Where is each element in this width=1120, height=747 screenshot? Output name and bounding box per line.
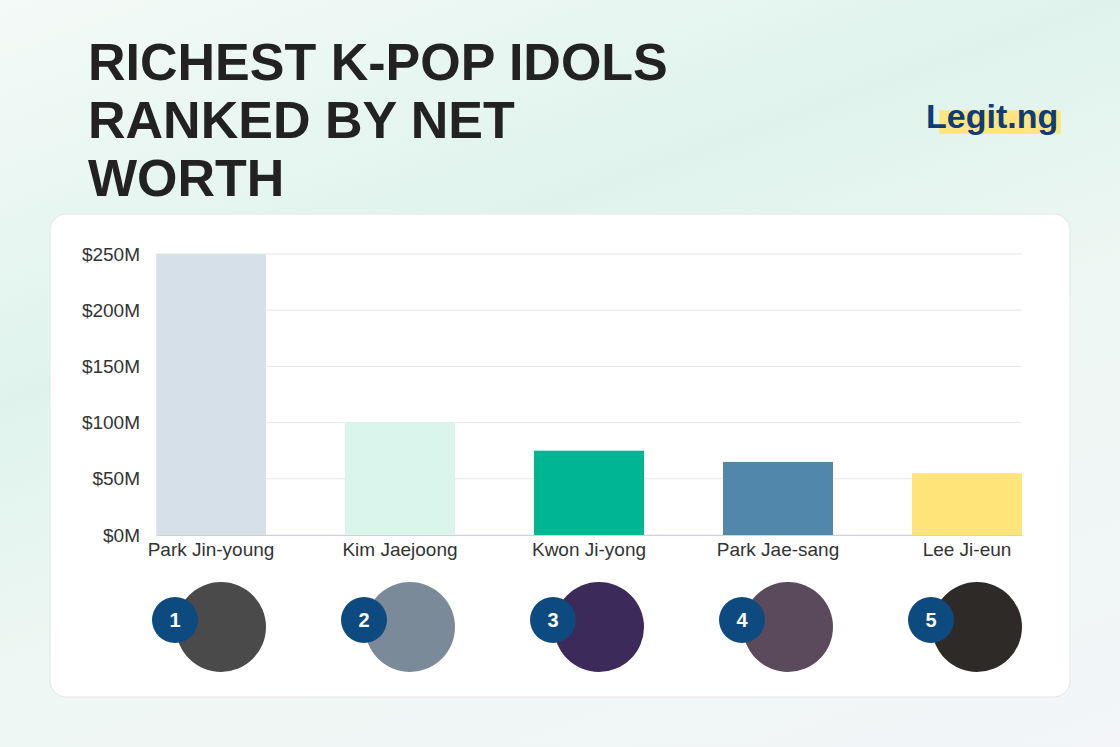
x-tick-label: Kwon Ji-yong bbox=[532, 539, 646, 560]
y-tick: $150M bbox=[82, 356, 156, 377]
y-tick: $50M bbox=[92, 468, 156, 489]
rank-badge bbox=[908, 597, 954, 643]
x-tick: Kim Jaejoong bbox=[342, 535, 457, 560]
logo-text: Legit.ng bbox=[926, 97, 1058, 135]
y-tick: $100M bbox=[82, 412, 156, 433]
x-tick: Park Jae-sang bbox=[717, 535, 840, 560]
rank-badge bbox=[341, 597, 387, 643]
bar bbox=[156, 254, 266, 535]
y-tick-label: $250M bbox=[82, 244, 140, 265]
grid bbox=[156, 254, 1022, 535]
rank-badge bbox=[530, 597, 576, 643]
x-axis: Park Jin-young Kim Jaejoong Kwon Ji-yong Pa… bbox=[148, 535, 1023, 560]
grid-line bbox=[156, 422, 1022, 423]
rank-label: 4 bbox=[736, 609, 748, 631]
ranks: 1 2 3 4 5 bbox=[152, 582, 1022, 672]
y-axis-line bbox=[156, 255, 157, 536]
rank-badge bbox=[152, 597, 198, 643]
x-tick-label: Park Jae-sang bbox=[717, 539, 840, 560]
x-axis-line bbox=[157, 535, 1023, 536]
y-tick-label: $50M bbox=[92, 468, 140, 489]
x-tick-label: Park Jin-young bbox=[148, 539, 275, 560]
y-tick-label: $200M bbox=[82, 300, 140, 321]
chart: RICHEST K-POP IDOLSRANKED BY NETWORTH Leg… bbox=[0, 0, 1120, 747]
rank-label: 3 bbox=[547, 609, 558, 631]
bar bbox=[912, 473, 1022, 535]
bars bbox=[156, 254, 1022, 535]
rank-label: 2 bbox=[358, 609, 369, 631]
bar bbox=[345, 423, 455, 535]
y-axis: $0M $50M $100M $150M $200M $250M bbox=[82, 244, 157, 546]
logo: Legit.ng bbox=[926, 97, 1061, 135]
rank-label: 1 bbox=[169, 609, 180, 631]
y-tick-label: $0M bbox=[103, 525, 140, 546]
title: RICHEST K-POP IDOLSRANKED BY NETWORTH bbox=[88, 33, 668, 207]
grid-line bbox=[156, 366, 1022, 367]
rank-label: 5 bbox=[925, 609, 936, 631]
bar bbox=[534, 451, 644, 535]
x-tick: Kwon Ji-yong bbox=[532, 535, 646, 560]
x-tick-label: Lee Ji-eun bbox=[923, 539, 1012, 560]
x-tick: Lee Ji-eun bbox=[923, 535, 1012, 560]
rank-badge bbox=[719, 597, 765, 643]
panel bbox=[50, 214, 1070, 697]
y-tick: $250M bbox=[82, 244, 156, 265]
grid-line bbox=[156, 254, 1022, 255]
grid-line bbox=[156, 310, 1022, 311]
y-tick-label: $100M bbox=[82, 412, 140, 433]
y-tick-label: $150M bbox=[82, 356, 140, 377]
bar bbox=[723, 462, 833, 535]
x-tick-label: Kim Jaejoong bbox=[342, 539, 457, 560]
x-tick: Park Jin-young bbox=[148, 535, 275, 560]
y-tick: $200M bbox=[82, 300, 156, 321]
